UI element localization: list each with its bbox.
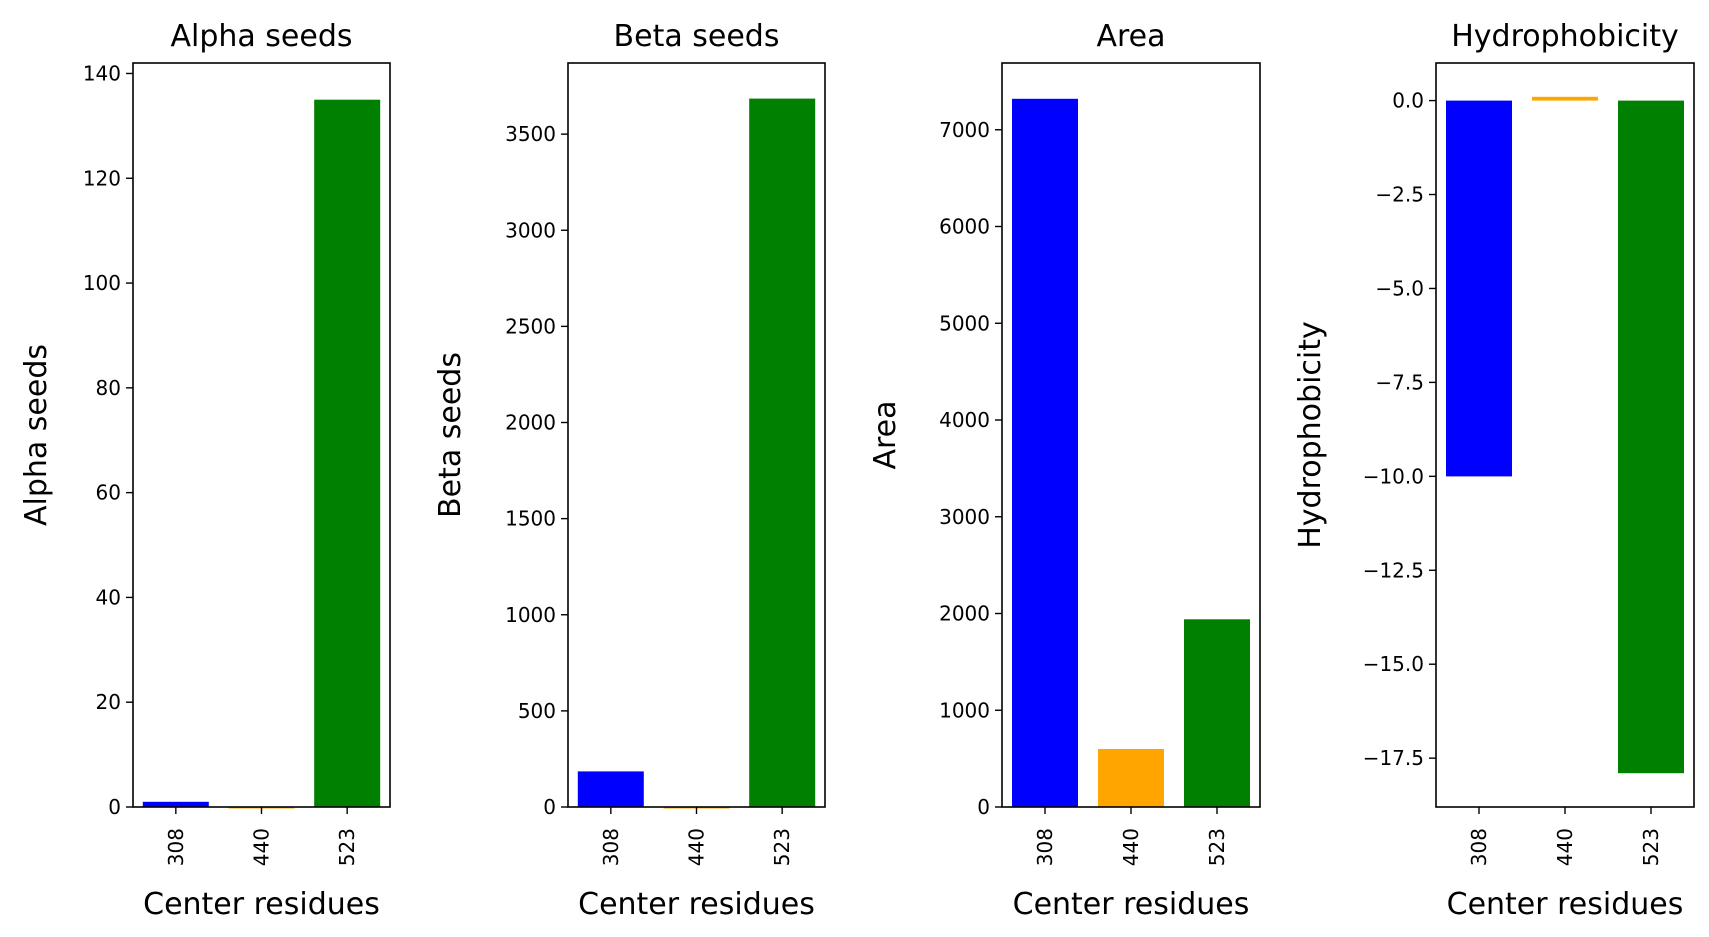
y-tick-label: −17.5 [1363,746,1424,770]
panel-1: 0 20 40 60 80 100 120 140 308 440 523 Center residu… [19,19,391,922]
bar-440 [1098,749,1164,807]
x-axis-title: Center residues [1013,887,1250,922]
y-tick-label: −12.5 [1363,558,1424,582]
y-tick-label: −10.0 [1363,464,1424,488]
x-tick-label: 440 [1553,828,1577,866]
x-tick-label: 308 [599,828,623,866]
y-tick-label: 1500 [505,507,556,531]
panel-4: 0.0 −2.5 −5.0 −7.5 −10.0 −12.5 −15.0 −17.5 308 44… [1293,19,1695,922]
x-tick-label: 523 [770,828,794,866]
bar-523 [1184,619,1250,807]
y-tick-label: 7000 [939,118,990,142]
y-tick-label: 1000 [939,698,990,722]
x-tick-label: 308 [1033,828,1057,866]
bar-440 [1532,96,1598,101]
x-tick-label: 440 [685,828,709,866]
bar-308 [577,771,644,807]
x-tick-label: 308 [164,828,188,866]
y-tick-label: −5.0 [1375,276,1424,300]
x-axis-title: Center residues [578,887,815,922]
y-tick-label: 120 [83,166,121,190]
y-tick-label: 5000 [939,311,990,335]
y-tick-label: 0 [108,795,121,819]
y-tick-label: 3000 [505,218,556,242]
x-axis-title: Center residues [143,887,380,922]
bar-308 [1446,100,1512,477]
y-tick-label: −2.5 [1375,183,1424,207]
x-tick-label: 523 [1205,828,1229,866]
bar-523 [1618,100,1684,774]
y-tick-label: 140 [83,61,121,85]
x-tick-label: 523 [1639,828,1663,866]
bar-523 [749,98,816,808]
panel-title: Hydrophobicity [1451,19,1679,54]
y-axis-title: Hydrophobicity [1293,321,1328,549]
y-tick-label: 1000 [505,603,556,627]
y-tick-label: 80 [96,376,121,400]
y-tick-label: 2000 [505,411,556,435]
y-tick-label: 20 [96,690,121,714]
y-tick-label: −7.5 [1375,370,1424,394]
bar-308 [142,801,209,807]
bar-523 [314,99,381,807]
y-tick-label: 100 [83,271,121,295]
panel-title: Area [1096,19,1165,54]
panel-title: Alpha seeds [170,19,352,54]
y-tick-label: 3500 [505,122,556,146]
y-tick-label: 4000 [939,408,990,432]
y-tick-label: 60 [96,481,121,505]
y-axis-title: Beta seeds [433,352,468,518]
y-tick-label: 6000 [939,215,990,239]
y-tick-label: 0.0 [1392,89,1424,113]
panel-2: 0 500 1000 1500 2000 2500 3000 3500 308 440 523 Cen… [433,19,826,922]
y-tick-label: 0 [543,795,556,819]
bar-308 [1012,98,1078,808]
x-tick-label: 523 [335,828,359,866]
y-tick-label: 500 [518,699,556,723]
y-axis-title: Alpha seeds [19,344,54,526]
y-tick-label: 2500 [505,314,556,338]
x-tick-label: 440 [1119,828,1143,866]
y-tick-label: −15.0 [1363,652,1424,676]
y-tick-label: 2000 [939,602,990,626]
x-tick-label: 440 [250,828,274,866]
y-axis-title: Area [868,400,903,469]
x-axis-title: Center residues [1447,887,1684,922]
x-tick-label: 308 [1467,828,1491,866]
panel-title: Beta seeds [614,19,780,54]
panel-3: 0 1000 2000 3000 4000 5000 6000 7000 308 440 523 Ce… [868,19,1261,922]
y-tick-label: 40 [96,585,121,609]
y-tick-label: 3000 [939,505,990,529]
y-tick-label: 0 [977,795,990,819]
